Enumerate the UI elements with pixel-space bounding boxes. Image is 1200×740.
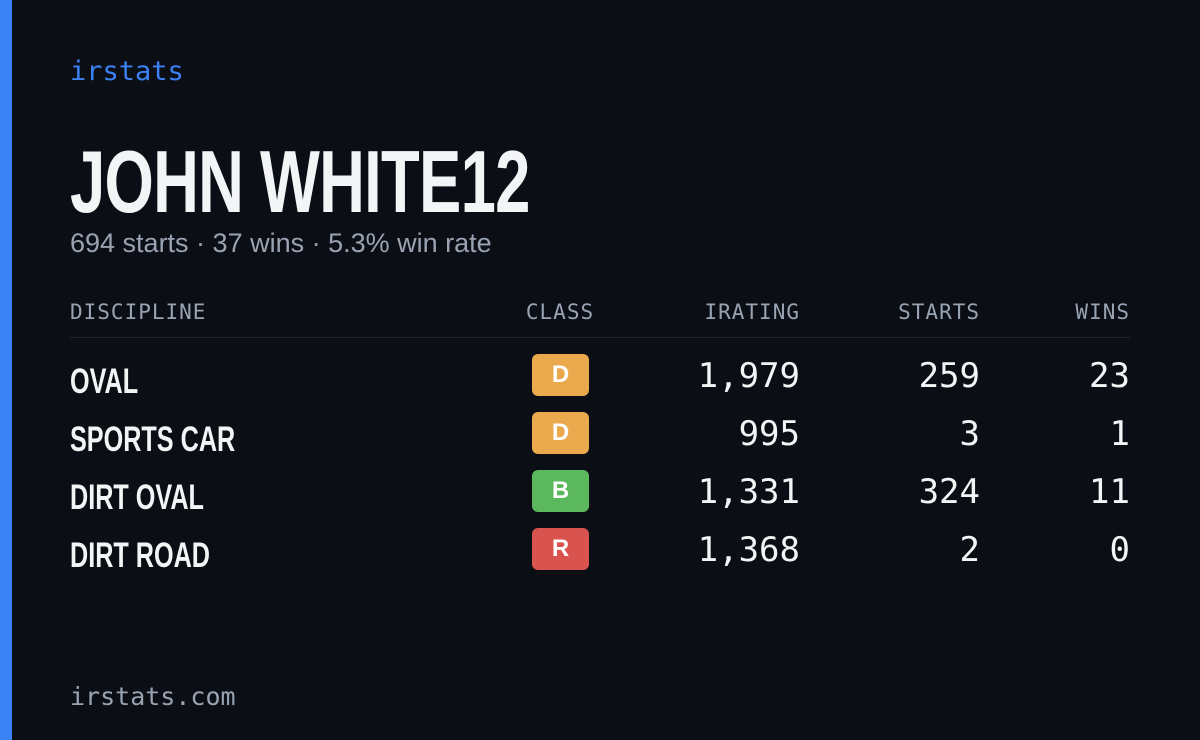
starts: 2 bbox=[959, 530, 980, 570]
irating: 1,331 bbox=[697, 472, 800, 512]
title: JOHN WHITE12 bbox=[70, 132, 530, 231]
wins: 0 bbox=[1109, 530, 1130, 570]
class-badge: D bbox=[532, 354, 589, 396]
discipline: DIRT OVAL bbox=[70, 478, 204, 517]
column-header: STARTS bbox=[898, 300, 980, 324]
accent-bar bbox=[0, 0, 12, 740]
irating: 1,368 bbox=[697, 530, 800, 570]
wins: 23 bbox=[1089, 356, 1130, 396]
class-badge: B bbox=[532, 470, 589, 512]
wins: 1 bbox=[1109, 414, 1130, 454]
starts: 259 bbox=[918, 356, 980, 396]
column-header: WINS bbox=[1075, 300, 1130, 324]
column-header: IRATING bbox=[704, 300, 800, 324]
footer: irstats.com bbox=[70, 682, 236, 711]
class-badge: R bbox=[532, 528, 589, 570]
starts: 3 bbox=[959, 414, 980, 454]
discipline: OVAL bbox=[70, 362, 139, 401]
column-header: CLASS bbox=[525, 300, 595, 324]
subtitle: 694 starts · 37 wins · 5.3% win rate bbox=[70, 228, 492, 258]
discipline: DIRT ROAD bbox=[70, 536, 210, 575]
brand: irstats bbox=[70, 56, 184, 87]
starts: 324 bbox=[918, 472, 980, 512]
irating: 1,979 bbox=[697, 356, 800, 396]
class-badge: D bbox=[532, 412, 589, 454]
irating: 995 bbox=[738, 414, 800, 454]
wins: 11 bbox=[1089, 472, 1130, 512]
column-header: DISCIPLINE bbox=[70, 300, 207, 324]
discipline: SPORTS CAR bbox=[70, 420, 236, 459]
divider bbox=[70, 337, 1130, 338]
